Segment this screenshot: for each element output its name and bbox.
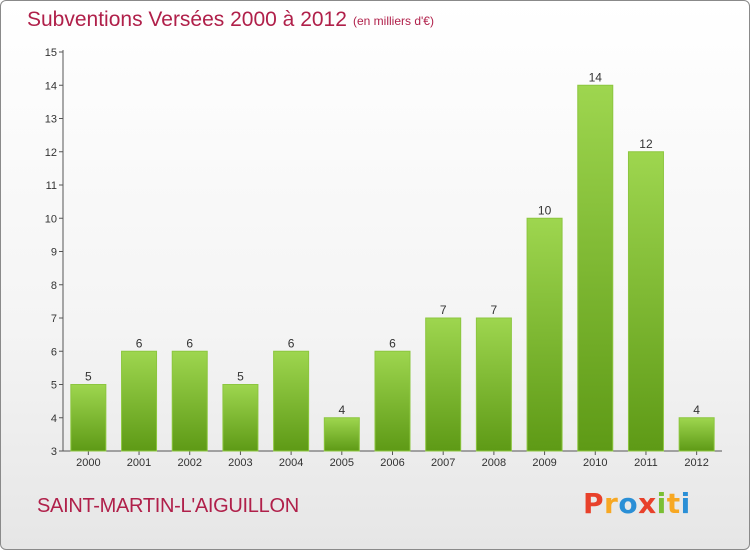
x-tick-label: 2003: [228, 457, 252, 469]
y-tick-label: 4: [51, 413, 57, 425]
x-tick-label: 2005: [330, 457, 354, 469]
bars: 5 6 6 5 6 4 6 7 7 10 14 12 4: [70, 70, 715, 452]
x-tick-label: 2004: [279, 457, 303, 469]
x-tick-label: 2009: [532, 457, 556, 469]
x-tick-label: 2011: [634, 457, 658, 469]
data-label: 4: [338, 403, 345, 417]
x-tick-label: 2002: [177, 457, 201, 469]
data-label: 6: [136, 336, 143, 350]
logo-letter: o: [618, 487, 639, 520]
data-label: 5: [237, 370, 244, 384]
bar: [425, 317, 462, 452]
data-label: 10: [538, 203, 552, 217]
x-tick-label: 2012: [684, 457, 708, 469]
logo-letter: i: [680, 487, 691, 520]
data-label: 5: [85, 370, 92, 384]
logo-letter: t: [666, 487, 681, 520]
logo-letter: i: [656, 487, 667, 520]
bar: [222, 384, 259, 452]
x-tick-label: 2001: [127, 457, 151, 469]
chart-subtitle: (en milliers d'€): [353, 14, 434, 28]
chart-title: Subventions Versées 2000 à 2012: [27, 8, 347, 31]
bar: [678, 417, 715, 452]
x-tick-label: 2008: [482, 457, 506, 469]
x-tick-label: 2007: [431, 457, 455, 469]
y-tick-label: 5: [51, 380, 57, 392]
bar: [121, 350, 158, 452]
data-label: 6: [389, 336, 396, 350]
y-tick-label: 13: [45, 114, 57, 126]
y-tick-label: 9: [51, 247, 57, 259]
bar: [627, 151, 664, 452]
y-tick-label: 3: [51, 446, 57, 458]
commune-name: SAINT-MARTIN-L'AIGUILLON: [37, 495, 299, 517]
data-label: 4: [693, 403, 700, 417]
y-tick-label: 12: [45, 147, 57, 159]
logo-letter: x: [638, 487, 657, 520]
y-tick-label: 10: [45, 213, 57, 225]
bar: [374, 350, 411, 452]
x-tick-label: 2010: [583, 457, 607, 469]
bar: [475, 317, 512, 452]
y-tick-label: 7: [51, 313, 57, 325]
logo-letter: P: [583, 487, 605, 520]
data-label: 14: [589, 70, 603, 84]
bar: [323, 417, 360, 452]
logo-letter: r: [604, 487, 619, 520]
data-label: 12: [639, 137, 653, 151]
y-tick-label: 14: [45, 80, 57, 92]
x-tick-label: 2000: [76, 457, 100, 469]
bar: [577, 84, 614, 452]
proxiti-logo[interactable]: Proxiti: [583, 487, 691, 520]
bar: [273, 350, 310, 452]
bar: [171, 350, 208, 452]
y-tick-label: 6: [51, 346, 57, 358]
data-label: 6: [186, 336, 193, 350]
x-tick-label: 2006: [380, 457, 404, 469]
bar: [70, 384, 107, 452]
bar: [526, 217, 563, 452]
y-tick-label: 15: [45, 47, 57, 59]
data-label: 7: [440, 303, 447, 317]
data-label: 6: [288, 336, 295, 350]
y-tick-label: 8: [51, 280, 57, 292]
data-label: 7: [491, 303, 498, 317]
y-tick-label: 11: [46, 180, 57, 192]
